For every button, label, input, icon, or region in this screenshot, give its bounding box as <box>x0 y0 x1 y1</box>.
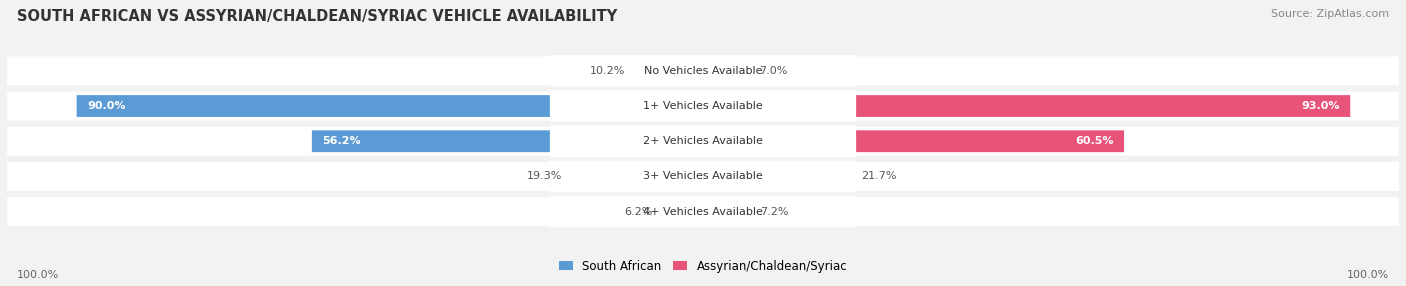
Text: 90.0%: 90.0% <box>87 101 125 111</box>
FancyBboxPatch shape <box>76 95 703 117</box>
FancyBboxPatch shape <box>633 60 703 82</box>
FancyBboxPatch shape <box>7 162 1399 191</box>
Text: 6.2%: 6.2% <box>624 207 652 217</box>
Text: SOUTH AFRICAN VS ASSYRIAN/CHALDEAN/SYRIAC VEHICLE AVAILABILITY: SOUTH AFRICAN VS ASSYRIAN/CHALDEAN/SYRIA… <box>17 9 617 23</box>
FancyBboxPatch shape <box>659 201 703 223</box>
Text: 7.0%: 7.0% <box>759 66 787 76</box>
FancyBboxPatch shape <box>703 130 1123 152</box>
FancyBboxPatch shape <box>550 196 856 227</box>
FancyBboxPatch shape <box>7 127 1399 156</box>
Text: 100.0%: 100.0% <box>1347 270 1389 280</box>
Text: 19.3%: 19.3% <box>526 171 562 181</box>
FancyBboxPatch shape <box>703 166 853 187</box>
FancyBboxPatch shape <box>312 130 703 152</box>
Text: 100.0%: 100.0% <box>17 270 59 280</box>
Text: No Vehicles Available: No Vehicles Available <box>644 66 762 76</box>
Text: 93.0%: 93.0% <box>1302 101 1340 111</box>
Text: 4+ Vehicles Available: 4+ Vehicles Available <box>643 207 763 217</box>
FancyBboxPatch shape <box>568 166 703 187</box>
FancyBboxPatch shape <box>703 95 1350 117</box>
FancyBboxPatch shape <box>7 56 1399 85</box>
Text: 10.2%: 10.2% <box>589 66 626 76</box>
Text: 7.2%: 7.2% <box>761 207 789 217</box>
FancyBboxPatch shape <box>550 55 856 87</box>
Text: 1+ Vehicles Available: 1+ Vehicles Available <box>643 101 763 111</box>
Text: 56.2%: 56.2% <box>322 136 361 146</box>
Text: 2+ Vehicles Available: 2+ Vehicles Available <box>643 136 763 146</box>
FancyBboxPatch shape <box>7 197 1399 226</box>
Text: 60.5%: 60.5% <box>1076 136 1114 146</box>
Text: 21.7%: 21.7% <box>860 171 897 181</box>
FancyBboxPatch shape <box>703 60 752 82</box>
FancyBboxPatch shape <box>550 161 856 192</box>
FancyBboxPatch shape <box>7 92 1399 120</box>
FancyBboxPatch shape <box>550 125 856 157</box>
Text: Source: ZipAtlas.com: Source: ZipAtlas.com <box>1271 9 1389 19</box>
FancyBboxPatch shape <box>703 201 754 223</box>
Legend: South African, Assyrian/Chaldean/Syriac: South African, Assyrian/Chaldean/Syriac <box>554 255 852 277</box>
FancyBboxPatch shape <box>550 90 856 122</box>
Text: 3+ Vehicles Available: 3+ Vehicles Available <box>643 171 763 181</box>
